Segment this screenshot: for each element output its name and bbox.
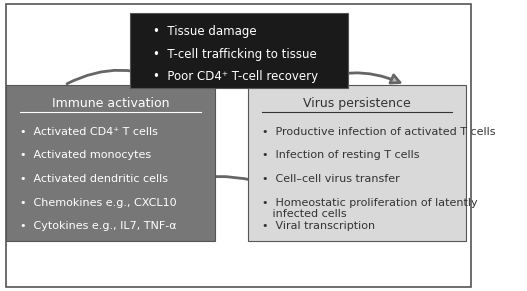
Text: Virus persistence: Virus persistence	[304, 97, 411, 110]
Text: •  Poor CD4⁺ T-cell recovery: • Poor CD4⁺ T-cell recovery	[153, 70, 318, 83]
Text: •  Homeostatic proliferation of latently
   infected cells: • Homeostatic proliferation of latently …	[262, 198, 478, 219]
FancyBboxPatch shape	[248, 85, 466, 241]
Text: •  Productive infection of activated T cells: • Productive infection of activated T ce…	[262, 127, 496, 137]
Text: •  Tissue damage: • Tissue damage	[153, 25, 257, 38]
FancyBboxPatch shape	[130, 13, 348, 88]
Text: •  Chemokines e.g., CXCL10: • Chemokines e.g., CXCL10	[21, 198, 177, 208]
Text: •  Activated dendritic cells: • Activated dendritic cells	[21, 174, 168, 184]
Text: •  Activated monocytes: • Activated monocytes	[21, 150, 151, 160]
Text: •  Cytokines e.g., IL7, TNF-α: • Cytokines e.g., IL7, TNF-α	[21, 221, 177, 231]
Text: •  T-cell trafficking to tissue: • T-cell trafficking to tissue	[153, 48, 317, 61]
FancyBboxPatch shape	[6, 85, 215, 241]
Text: Immune activation: Immune activation	[52, 97, 169, 110]
Text: •  Activated CD4⁺ T cells: • Activated CD4⁺ T cells	[21, 127, 158, 137]
Text: •  Cell–cell virus transfer: • Cell–cell virus transfer	[262, 174, 400, 184]
Text: •  Viral transcription: • Viral transcription	[262, 221, 376, 231]
Text: •  Infection of resting T cells: • Infection of resting T cells	[262, 150, 420, 160]
